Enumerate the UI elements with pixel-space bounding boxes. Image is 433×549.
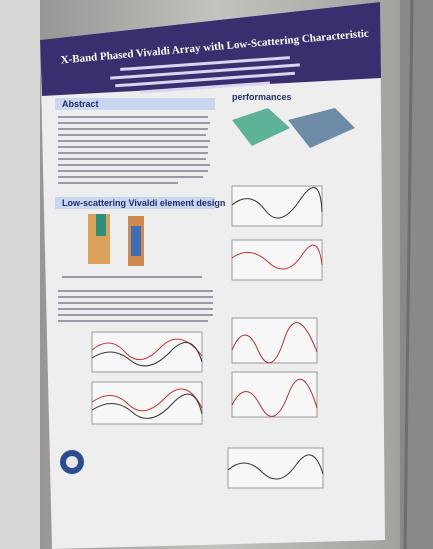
figure <box>131 226 141 256</box>
section-heading: Low-scattering Vivaldi element design <box>62 198 225 208</box>
figure <box>232 108 290 146</box>
figure <box>288 108 355 148</box>
logo <box>66 456 78 468</box>
author-lines <box>110 56 300 94</box>
plot <box>227 185 324 489</box>
panel-edge <box>0 0 40 549</box>
poster-header <box>40 2 381 96</box>
text-lines <box>58 116 210 184</box>
section-bar <box>55 98 215 110</box>
figure <box>96 214 106 236</box>
plot <box>91 331 203 425</box>
section-bar <box>55 197 215 209</box>
section-heading: Abstract <box>62 99 99 109</box>
pole <box>403 0 414 549</box>
text-lines <box>58 276 213 322</box>
section-heading: performances <box>232 92 292 102</box>
